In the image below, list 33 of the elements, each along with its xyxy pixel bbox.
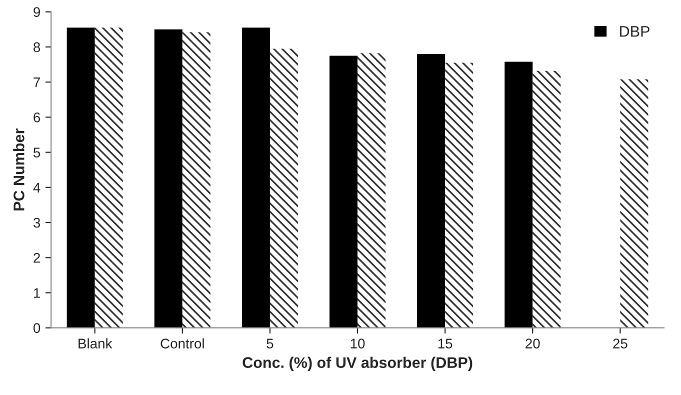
bar <box>242 28 270 328</box>
y-axis-title: PC Number <box>13 128 24 210</box>
x-tick-label: Control <box>160 338 204 348</box>
bar <box>504 62 533 328</box>
y-tick-label: 8 <box>34 42 40 52</box>
y-tick-label: 0 <box>33 323 40 334</box>
y-tick-label: 7 <box>34 78 40 88</box>
legend-label: DBP <box>620 26 650 37</box>
y-tick-label: 9 <box>34 7 40 18</box>
y-tick-label: 3 <box>33 218 40 228</box>
bar <box>532 70 561 328</box>
bar <box>445 62 474 328</box>
x-tick-label: 25 <box>613 338 628 348</box>
x-tick-label: 15 <box>438 338 452 348</box>
bar <box>154 29 182 328</box>
bar <box>620 79 648 328</box>
bar <box>66 28 95 328</box>
x-tick-label: 20 <box>526 338 540 348</box>
y-tick-label: 1 <box>34 288 40 298</box>
bar <box>182 32 210 328</box>
y-tick-label: 4 <box>33 182 40 192</box>
x-tick-label: 5 <box>266 338 274 348</box>
x-tick-label: 10 <box>350 338 365 348</box>
x-axis-title: Conc. (%) of UV absorber (DBP) <box>242 356 472 372</box>
bar <box>270 48 298 328</box>
y-tick-label: 2 <box>34 252 40 263</box>
bar <box>330 56 358 328</box>
y-tick-label: 6 <box>34 112 40 122</box>
bar <box>94 28 123 328</box>
bar <box>417 54 446 328</box>
y-tick-label: 5 <box>33 148 40 158</box>
x-tick-label: Blank <box>78 338 112 348</box>
bar <box>358 53 386 328</box>
